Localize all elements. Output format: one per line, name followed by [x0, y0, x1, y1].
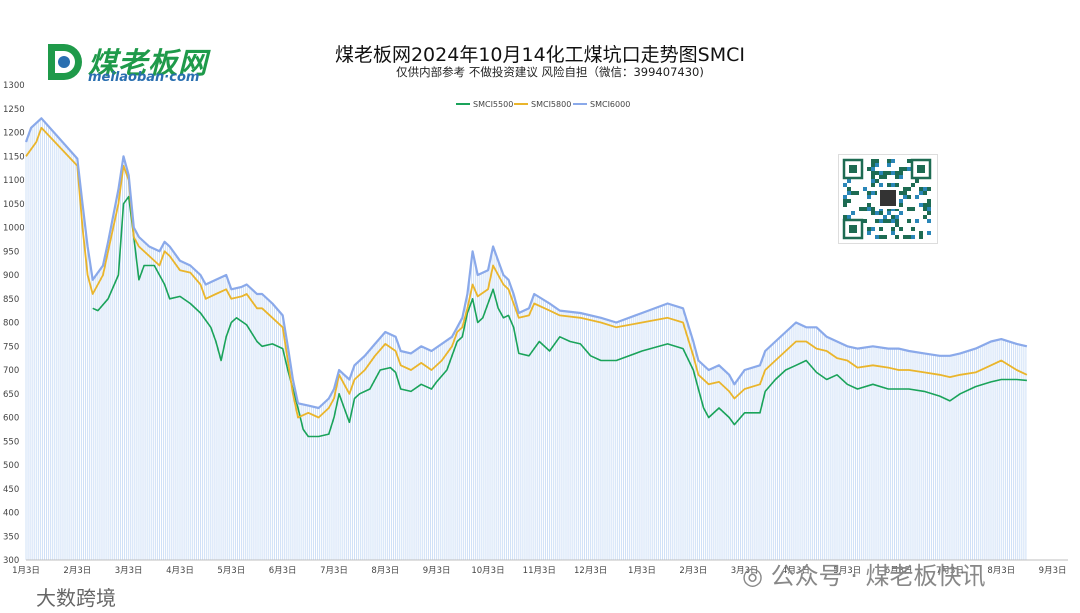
- wechat-watermark: ◎ 公众号 · 煤老板快讯: [742, 556, 985, 591]
- x-tick-label: 3月3日: [731, 566, 759, 576]
- x-tick-label: 1月3日: [628, 566, 656, 576]
- chart-subtitle: 仅供内部参考 不做投资建议 风险自担（微信：399407430): [396, 65, 704, 79]
- x-tick-label: 11月3日: [523, 566, 556, 576]
- y-tick-label: 750: [3, 342, 19, 352]
- y-tick-label: 900: [3, 271, 19, 281]
- x-tick-label: 7月3日: [320, 566, 348, 576]
- x-tick-label: 2月3日: [63, 566, 91, 576]
- legend-label: SMCI6000: [590, 100, 630, 109]
- series-line-smci5800: [25, 126, 1028, 419]
- x-axis-ticks: 1月3日 2月3日 3月3日 4月3日 5月3日 6月3日 7月3日 8月3日 9月3日 10月3…: [12, 566, 1067, 576]
- y-tick-label: 1050: [3, 200, 25, 210]
- series-lines: [24, 117, 1028, 438]
- x-tick-label: 6月3日: [885, 566, 913, 576]
- corner-watermark-text: 大数跨境: [36, 586, 116, 610]
- qr-code-icon: [838, 154, 938, 244]
- y-tick-label: 1000: [3, 224, 25, 234]
- y-tick-label: 650: [3, 390, 19, 400]
- y-tick-label: 1250: [3, 105, 25, 115]
- series-line-smci6000: [24, 117, 1028, 410]
- y-tick-label: 400: [3, 509, 19, 519]
- x-tick-label: 7月3日: [936, 566, 964, 576]
- y-tick-label: 450: [3, 485, 19, 495]
- y-tick-label: 950: [3, 247, 19, 257]
- x-tick-label: 4月3日: [166, 566, 194, 576]
- x-tick-label: 6月3日: [269, 566, 297, 576]
- logo-mark-icon: [48, 44, 82, 80]
- x-tick-label: 5月3日: [833, 566, 861, 576]
- legend: SMCI5500 SMCI5800 SMCI6000: [456, 100, 630, 109]
- y-tick-label: 1100: [3, 176, 25, 186]
- x-tick-label: 8月3日: [371, 566, 399, 576]
- legend-label: SMCI5800: [531, 100, 571, 109]
- price-area-fill: [25, 119, 1027, 560]
- x-tick-label: 9月3日: [423, 566, 451, 576]
- x-tick-label: 2月3日: [679, 566, 707, 576]
- wechat-watermark-text: 公众号 · 煤老板快讯: [770, 562, 986, 590]
- y-tick-label: 550: [3, 437, 19, 447]
- y-tick-label: 600: [3, 414, 19, 424]
- y-tick-label: 350: [3, 532, 19, 542]
- y-tick-label: 1300: [3, 81, 25, 91]
- y-axis-ticks: 300 350 400 450 500 550 600 650 700 750 800 850 900 9…: [3, 81, 25, 566]
- x-tick-label: 1月3日: [12, 566, 40, 576]
- y-tick-label: 1150: [3, 152, 25, 162]
- x-tick-label: 5月3日: [217, 566, 245, 576]
- chart-title: 煤老板网2024年10月14化工煤坑口走势图SMCI: [334, 44, 746, 66]
- brand-logo: 煤老板网 meilaoban·com: [44, 40, 234, 85]
- x-tick-label: 9月3日: [1039, 566, 1067, 576]
- x-tick-label: 12月3日: [574, 566, 607, 576]
- x-tick-label: 4月3日: [782, 566, 810, 576]
- series-line-smci5500: [92, 195, 1027, 438]
- x-tick-label: 10月3日: [471, 566, 504, 576]
- logo-subtitle: meilaoban·com: [88, 70, 200, 85]
- logo-name: 煤老板网: [88, 46, 209, 80]
- y-tick-label: 800: [3, 319, 19, 329]
- x-tick-label: 8月3日: [987, 566, 1015, 576]
- x-tick-label: 3月3日: [115, 566, 143, 576]
- y-tick-label: 850: [3, 295, 19, 305]
- y-tick-label: 500: [3, 461, 19, 471]
- y-tick-label: 300: [3, 556, 19, 566]
- y-tick-label: 700: [3, 366, 19, 376]
- y-tick-label: 1200: [3, 129, 25, 139]
- corner-watermark: 大数跨境: [36, 582, 116, 611]
- legend-label: SMCI5500: [473, 100, 513, 109]
- wechat-icon: ◎: [742, 562, 771, 590]
